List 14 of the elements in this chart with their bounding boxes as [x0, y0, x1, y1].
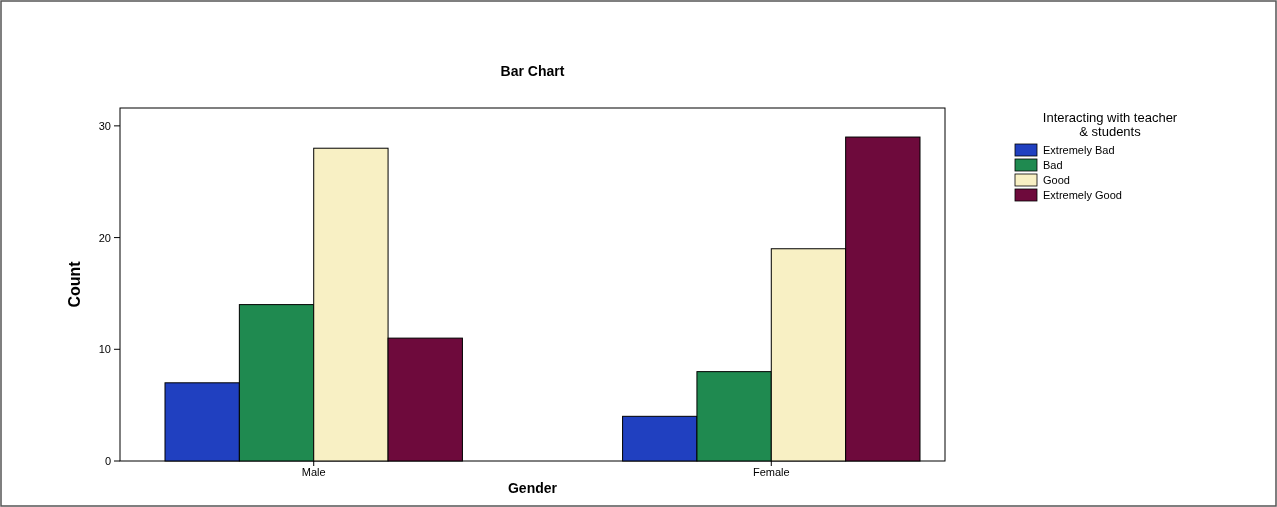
- chart-title: Bar Chart: [500, 63, 565, 79]
- legend-label: Extremely Bad: [1043, 144, 1115, 156]
- y-axis-title: Count: [66, 260, 83, 308]
- legend-label: Extremely Good: [1043, 189, 1122, 201]
- legend-label: Good: [1043, 174, 1070, 186]
- y-tick-label: 0: [104, 455, 111, 467]
- x-tick-label: Male: [301, 466, 326, 478]
- legend-label: Bad: [1043, 159, 1063, 171]
- legend-title: Interacting with teacher & students: [1042, 110, 1178, 139]
- y-tick-label: 10: [98, 343, 111, 356]
- y-tick-label: 20: [98, 231, 111, 244]
- y-tick-label: 30: [98, 119, 111, 132]
- x-tick-label: Female: [752, 466, 790, 478]
- x-axis-title: Gender: [507, 480, 558, 496]
